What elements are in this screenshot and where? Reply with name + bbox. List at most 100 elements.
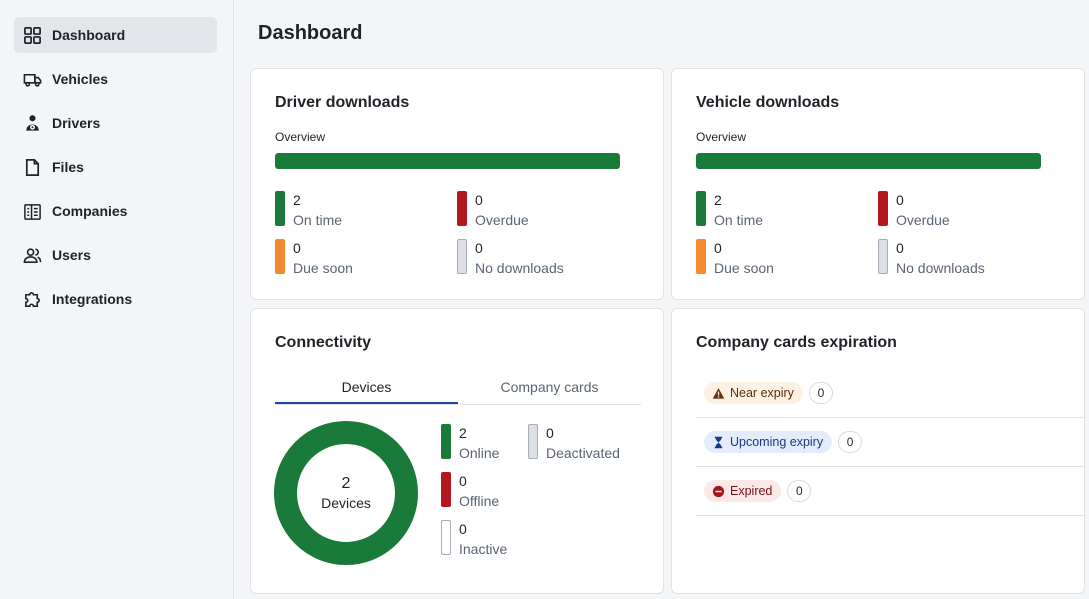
stat-on-time: 2 On time (275, 191, 342, 228)
sidebar-item-files[interactable]: Files (14, 149, 217, 185)
stat-label: Due soon (293, 260, 353, 276)
stat-value: 0 (475, 192, 483, 208)
overview-bar (275, 153, 620, 169)
card-title: Company cards expiration (696, 334, 897, 351)
deactivated-swatch (528, 424, 538, 459)
no-downloads-swatch (457, 239, 467, 274)
card-title: Connectivity (275, 334, 372, 351)
stat-no-downloads: 0 No downloads (457, 239, 564, 276)
stat-value: 2 (459, 425, 467, 441)
stat-label: Offline (459, 493, 500, 509)
donut-center: 2 Devices (274, 421, 418, 565)
stat-value: 0 (896, 240, 904, 256)
overview-label: Overview (275, 130, 326, 144)
stat-value: 2 (293, 192, 301, 208)
inactive-swatch (441, 520, 451, 555)
overview-fill (275, 153, 620, 169)
overdue-swatch (457, 191, 467, 226)
stat-label: No downloads (896, 260, 985, 276)
sidebar-item-drivers[interactable]: Drivers (14, 105, 217, 141)
stat-offline: 0 Offline (441, 472, 499, 509)
grid-icon (22, 25, 42, 45)
minus-circle-icon (712, 485, 725, 497)
on-time-swatch (696, 191, 706, 226)
users-icon (22, 245, 42, 265)
stat-label: No downloads (475, 260, 564, 276)
stat-on-time: 2 On time (696, 191, 763, 228)
stat-online: 2 Online (441, 424, 499, 461)
hourglass-icon (714, 436, 723, 448)
sidebar-item-label: Files (52, 159, 84, 175)
stat-value: 0 (459, 521, 467, 537)
overview-label: Overview (696, 130, 747, 144)
sidebar-item-label: Dashboard (52, 27, 126, 43)
sidebar-item-users[interactable]: Users (14, 237, 217, 273)
warning-icon (712, 387, 725, 399)
stat-no-downloads: 0 No downloads (878, 239, 985, 276)
stat-label: Inactive (459, 541, 508, 557)
stat-label: Overdue (475, 212, 529, 228)
expiry-row-expired[interactable]: Expired 0 (696, 467, 1086, 516)
devices-donut (274, 421, 418, 565)
count-pill: 0 (838, 431, 863, 453)
file-icon (22, 157, 42, 177)
near-expiry-badge[interactable]: Near expiry (704, 382, 803, 404)
connectivity-tabs: Devices Company cards (275, 370, 641, 405)
online-swatch (441, 424, 451, 459)
stat-label: Due soon (714, 260, 774, 276)
sidebar-item-label: Drivers (52, 115, 101, 131)
badge-label: Near expiry (730, 386, 794, 400)
donut-online-arc (274, 421, 418, 565)
stat-deactivated: 0 Deactivated (528, 424, 620, 461)
expiry-row-near[interactable]: Near expiry 0 (696, 369, 1086, 418)
stat-inactive: 0 Inactive (441, 520, 507, 557)
upcoming-expiry-badge[interactable]: Upcoming expiry (704, 431, 833, 453)
stat-due-soon: 0 Due soon (696, 239, 774, 276)
stat-label: Online (459, 445, 500, 461)
card-title: Vehicle downloads (696, 94, 840, 111)
sidebar-item-vehicles[interactable]: Vehicles (14, 61, 217, 97)
badge-label: Upcoming expiry (730, 435, 824, 449)
stat-value: 0 (896, 192, 904, 208)
stat-due-soon: 0 Due soon (275, 239, 353, 276)
sidebar-item-label: Integrations (52, 291, 133, 307)
sidebar-item-companies[interactable]: Companies (14, 193, 217, 229)
expired-badge[interactable]: Expired (704, 480, 782, 502)
connectivity-card: Connectivity Devices Company cards 2 Dev… (250, 308, 664, 594)
stat-overdue: 0 Overdue (878, 191, 950, 228)
overview-fill (696, 153, 1041, 169)
no-downloads-swatch (878, 239, 888, 274)
sidebar-item-label: Companies (52, 203, 128, 219)
sidebar-item-dashboard[interactable]: Dashboard (14, 17, 217, 53)
stat-label: Deactivated (546, 445, 620, 461)
stat-value: 0 (459, 473, 467, 489)
stat-label: Overdue (896, 212, 950, 228)
donut-value: 2 (341, 475, 351, 492)
stat-label: On time (714, 212, 764, 228)
truck-icon (22, 69, 42, 89)
tab-devices[interactable]: Devices (275, 370, 458, 404)
stat-value: 2 (714, 192, 722, 208)
on-time-swatch (275, 191, 285, 226)
sidebar-item-label: Vehicles (52, 71, 109, 87)
driver-downloads-card: Driver downloads Overview 2 On time 0 Ov… (250, 68, 664, 300)
offline-swatch (441, 472, 451, 507)
badge-label: Expired (730, 484, 773, 498)
company-cards-expiration-card: Company cards expiration Near expiry 0 U… (671, 308, 1086, 594)
page-title: Dashboard (258, 22, 363, 44)
overdue-swatch (878, 191, 888, 226)
card-title: Driver downloads (275, 94, 410, 111)
stat-value: 0 (546, 425, 554, 441)
due-soon-swatch (696, 239, 706, 274)
donut-label: Devices (321, 495, 371, 511)
sidebar-item-label: Users (52, 247, 91, 263)
tab-company-cards[interactable]: Company cards (500, 379, 599, 395)
overview-bar (696, 153, 1041, 169)
sidebar-item-integrations[interactable]: Integrations (14, 281, 217, 317)
driver-icon (22, 113, 42, 133)
expiry-row-upcoming[interactable]: Upcoming expiry 0 (696, 418, 1086, 467)
count-pill: 0 (808, 382, 833, 404)
stat-value: 0 (293, 240, 301, 256)
stat-label: On time (293, 212, 343, 228)
count-pill: 0 (787, 480, 812, 502)
